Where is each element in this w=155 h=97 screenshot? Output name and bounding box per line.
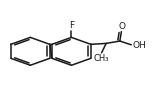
Text: CH₃: CH₃	[94, 54, 109, 63]
Text: O: O	[118, 22, 125, 31]
Text: F: F	[69, 21, 74, 30]
Text: OH: OH	[132, 41, 146, 50]
